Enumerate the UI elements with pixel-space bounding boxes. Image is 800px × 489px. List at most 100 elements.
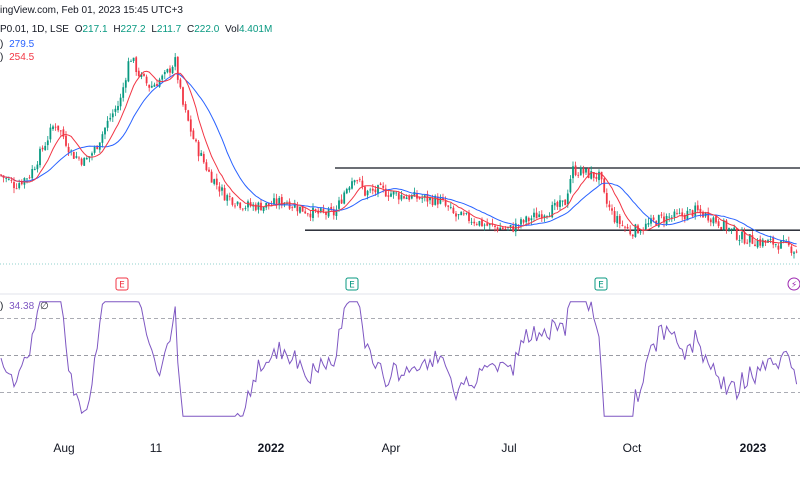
candle-body (715, 216, 717, 223)
candle-body (423, 195, 426, 198)
candle-body (179, 79, 182, 88)
candle-body (124, 80, 127, 88)
candle-body (442, 197, 444, 200)
candle-body (171, 67, 174, 74)
candle-body (611, 208, 613, 211)
candle-body (135, 57, 138, 72)
open-label: O (74, 24, 83, 35)
candle-body (330, 206, 333, 210)
candle-body (418, 197, 421, 199)
candle-body (488, 224, 491, 226)
candle-body (340, 199, 343, 204)
candle-body (527, 217, 530, 222)
candle-body (130, 61, 132, 62)
candle-body (358, 179, 361, 181)
ohlc-legend: P0.01, 1D, LSE O217.1 H227.2 L211.7 C222… (0, 24, 275, 35)
x-axis-tick-label: Oct (623, 441, 642, 455)
candle-body (353, 180, 356, 183)
candle-body (738, 240, 741, 241)
candle-body (764, 240, 767, 243)
volume-label: Vol (225, 24, 239, 35)
candle-body (668, 216, 671, 218)
candle-body (189, 119, 192, 132)
event-marker-label: E (598, 281, 604, 291)
candle-body (405, 197, 408, 200)
candle-body (31, 168, 34, 179)
candle-body (761, 239, 764, 247)
candle-body (39, 148, 41, 166)
candle-body (143, 73, 145, 76)
candle-body (748, 234, 751, 243)
candle-body (413, 191, 416, 197)
candle-body (676, 213, 678, 214)
candle-body (46, 140, 49, 146)
candle-body (267, 202, 270, 206)
dividend-marker[interactable]: ⚡ (787, 277, 800, 291)
ma-slow-value: 279.5 (9, 39, 35, 50)
candle-body (122, 87, 125, 98)
candle-body (397, 193, 400, 200)
candle-body (436, 196, 439, 205)
candle-body (455, 213, 457, 217)
x-axis-tick-label: Apr (382, 441, 401, 455)
rsi-extra: ∅ (39, 301, 49, 312)
candle-body (15, 188, 18, 190)
candle-body (49, 127, 52, 140)
candle-body (379, 183, 382, 185)
candle-body (449, 206, 452, 208)
candle-body (150, 85, 153, 88)
volume-value: 4.401M (238, 24, 273, 35)
candle-body (494, 225, 496, 227)
candle-body (556, 201, 559, 207)
rsi-value: 34.38 (9, 301, 35, 312)
candle-body (530, 218, 533, 221)
candle-body (351, 181, 353, 189)
candle-body (717, 221, 720, 227)
event-markers[interactable]: E E E ⚡ (115, 277, 800, 291)
candle-body (460, 211, 463, 216)
candle-body (618, 215, 621, 225)
candle-body (153, 84, 156, 87)
ma-slow-suffix: ) (0, 39, 4, 50)
candle-body (473, 221, 476, 224)
candle-body (117, 105, 119, 111)
candle-body (187, 110, 190, 121)
candle-body (512, 225, 515, 232)
candle-body (140, 73, 143, 78)
candle-body (52, 126, 54, 130)
candle-body (36, 164, 39, 170)
candle-body (309, 213, 312, 218)
ma-fast-legend: ) 254.5 (0, 52, 37, 63)
candle-body (403, 196, 405, 199)
candle-body (574, 165, 577, 176)
earnings-marker[interactable]: E (115, 277, 129, 291)
candle-body (741, 231, 743, 240)
candle-body (595, 176, 598, 179)
candle-body (366, 190, 369, 196)
candle-body (579, 167, 582, 176)
candle-body (314, 209, 317, 212)
horizontal-levels[interactable] (305, 167, 800, 231)
ma-fast-suffix: ) (0, 52, 4, 63)
candle-body (590, 171, 593, 179)
candle-body (429, 197, 431, 201)
candle-body (735, 228, 738, 240)
candle-body (624, 226, 626, 228)
candle-body (119, 97, 122, 107)
candle-body (319, 208, 322, 213)
candle-body (416, 193, 418, 199)
candle-body (582, 168, 585, 174)
candle-body (228, 196, 231, 198)
earnings-marker[interactable]: E (594, 277, 608, 291)
close-label: C (187, 24, 195, 35)
candle-body (444, 200, 447, 206)
earnings-marker[interactable]: E (345, 277, 359, 291)
candle-body (145, 76, 148, 84)
candle-body (226, 195, 229, 201)
candle-body (520, 219, 522, 225)
candle-body (793, 252, 795, 254)
candle-body (361, 180, 364, 187)
symbol-info: P0.01, 1D, LSE (0, 24, 69, 35)
x-axis-tick-label: 11 (150, 441, 163, 455)
